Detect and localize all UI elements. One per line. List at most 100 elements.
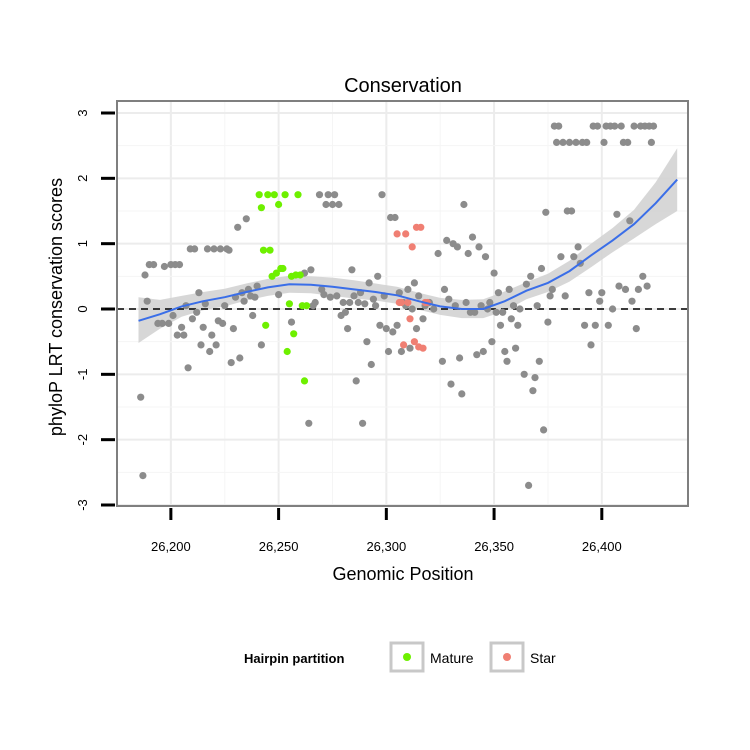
point [234,223,242,231]
point [591,321,599,329]
point [419,315,427,323]
point-mature [255,191,263,199]
point [537,264,546,273]
point [516,305,524,313]
point [649,122,658,130]
point [596,297,604,305]
point [445,295,453,303]
point [548,285,556,293]
point [609,305,617,313]
legend-label-star: Star [530,650,556,666]
y-tick-label: 2 [75,175,90,182]
plot-area [116,100,689,507]
point [628,297,636,305]
point [647,138,656,146]
point [393,321,401,329]
point [328,200,337,209]
point [630,122,638,130]
confidence-band [138,148,678,343]
point [397,347,405,356]
point [572,138,580,146]
point [352,377,360,385]
point [137,393,145,401]
point [331,191,339,199]
point-mature [270,191,278,199]
chart-title: Conservation [344,75,462,97]
point [384,347,393,356]
point [251,293,259,301]
point-mature [290,330,298,338]
point [188,315,196,323]
point [326,293,334,301]
x-tick-label: 26,350 [474,539,514,554]
point [464,249,472,258]
point [555,122,563,130]
point [348,266,356,274]
point [561,292,569,300]
point [287,318,296,326]
point [604,321,612,329]
legend-dot-mature [403,653,411,661]
point [143,297,151,305]
point [434,249,442,258]
point [613,210,621,218]
y-axis: -3 -2 -1 0 1 2 3 [75,109,115,511]
point-star [408,243,416,251]
point [443,236,451,244]
point-mature [264,191,272,199]
point-star [400,341,408,349]
point [581,321,589,329]
y-tick-label: -1 [75,369,90,381]
point [509,302,518,310]
y-tick-label: -2 [75,434,90,446]
point [514,321,522,329]
legend-title: Hairpin partition [244,651,344,666]
point [621,285,630,293]
point [479,347,487,356]
point [208,331,216,339]
point [481,253,490,261]
point [374,272,382,280]
point [624,138,632,146]
point [473,351,481,359]
point [447,380,455,388]
point [462,298,470,307]
point-mature [294,191,302,199]
point [488,338,496,346]
point [540,426,548,434]
point [212,341,220,349]
data-points [137,122,658,489]
point-star [404,298,412,307]
point-star [397,298,405,307]
smooth-trend-line [138,178,678,322]
point [585,289,593,297]
point [175,261,184,269]
point [363,338,371,346]
x-tick-label: 26,300 [366,539,406,554]
point [315,191,324,199]
point [600,138,608,146]
point [249,311,257,320]
point [184,364,192,372]
point [141,271,149,279]
point [522,280,531,288]
point [341,308,349,316]
point-star [393,230,401,238]
point [354,298,362,307]
legend-dot-star [503,653,511,661]
x-axis: 26,200 26,250 26,300 26,350 26,400 [151,508,622,554]
point-mature [266,246,274,254]
legend-label-mature: Mature [430,650,474,666]
point-mature [285,300,293,308]
point-mature [275,200,283,209]
point [160,262,168,271]
point [367,360,375,369]
point [565,138,574,146]
plot-border [116,100,689,507]
point [346,298,354,307]
point [305,419,313,427]
point-mature [303,302,311,310]
point [178,323,186,331]
point [369,295,377,303]
